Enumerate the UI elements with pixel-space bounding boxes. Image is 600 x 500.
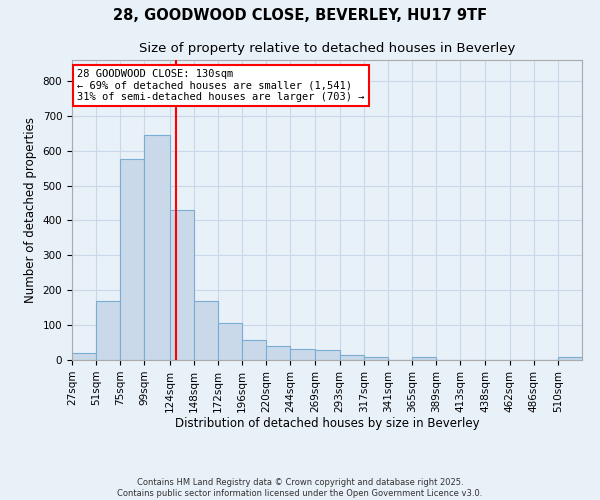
Text: 28, GOODWOOD CLOSE, BEVERLEY, HU17 9TF: 28, GOODWOOD CLOSE, BEVERLEY, HU17 9TF [113, 8, 487, 22]
Text: 28 GOODWOOD CLOSE: 130sqm
← 69% of detached houses are smaller (1,541)
31% of se: 28 GOODWOOD CLOSE: 130sqm ← 69% of detac… [77, 69, 365, 102]
Bar [194, 300, 218, 360]
Bar [242, 340, 266, 360]
Title: Size of property relative to detached houses in Beverley: Size of property relative to detached ho… [139, 42, 515, 54]
X-axis label: Distribution of detached houses by size in Beverley: Distribution of detached houses by size … [175, 418, 479, 430]
Bar [145, 135, 170, 360]
Bar [290, 349, 316, 360]
Bar [316, 350, 340, 360]
Bar [364, 356, 388, 360]
Bar [96, 300, 120, 360]
Bar [170, 210, 194, 360]
Bar [558, 357, 582, 360]
Bar [412, 357, 436, 360]
Bar [266, 346, 290, 360]
Text: Contains HM Land Registry data © Crown copyright and database right 2025.
Contai: Contains HM Land Registry data © Crown c… [118, 478, 482, 498]
Y-axis label: Number of detached properties: Number of detached properties [24, 117, 37, 303]
Bar [120, 160, 145, 360]
Bar [72, 353, 96, 360]
Bar [340, 356, 364, 360]
Bar [218, 324, 242, 360]
